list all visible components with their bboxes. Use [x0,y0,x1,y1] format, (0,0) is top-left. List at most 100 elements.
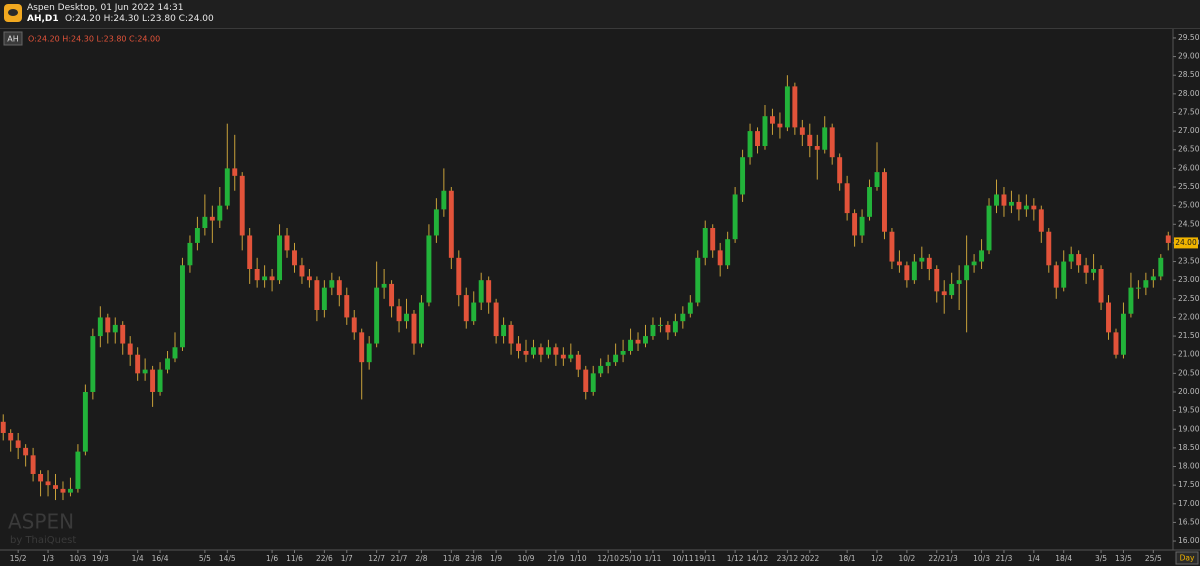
candle-body [889,231,895,262]
candle-body [687,302,693,314]
y-tick-label: 29.00 [1178,52,1200,61]
candle-body [911,261,917,281]
x-tick-label: 25/10 [620,554,642,563]
y-tick-label: 22.00 [1178,312,1200,321]
candle-body [299,265,305,277]
candle-body [1046,231,1052,266]
candle-body [560,354,566,359]
candle-body [67,488,73,493]
candle-body [217,205,223,221]
candle-body [516,343,522,351]
candle-body [314,280,320,310]
candle-body [194,228,200,243]
candle-body [1023,205,1029,210]
legend-ohlc: O:24.20 H:24.30 L:23.80 C:24.00 [28,35,160,44]
x-tick-label: 10/9 [518,554,535,563]
candle-body [1128,287,1134,314]
y-tick-label: 21.50 [1178,331,1200,340]
candle-body [418,302,424,344]
x-tick-label: 19/11 [694,554,716,563]
period-label: Day [1180,554,1195,563]
candle-body [486,280,492,303]
candle-body [1135,287,1141,289]
candle-body [501,324,507,337]
x-tick-label: 1/6 [266,554,278,563]
y-tick-label: 19.50 [1178,406,1200,415]
x-tick-label: 14/5 [219,554,236,563]
candle-body [269,276,275,281]
x-tick-label: 1/9 [490,554,502,563]
candle-body [224,168,230,206]
candle-body [187,242,193,266]
candle-body [799,127,805,135]
candle-body [15,440,21,448]
candle-body [926,257,932,270]
candle-body [284,235,290,251]
x-tick-label: 12/10 [597,554,619,563]
candle-body [710,228,716,251]
candle-body [994,194,999,206]
y-tick-label: 28.50 [1178,70,1200,79]
candle-body [120,324,126,344]
candle-body [904,265,910,281]
candle-body [822,127,828,150]
candle-body [762,116,768,147]
candle-body [568,354,574,359]
candle-body [1068,254,1074,262]
x-tick-label: 11/6 [286,554,303,563]
x-tick-label: 16/4 [152,554,169,563]
candle-body [135,354,141,374]
candle-body [277,235,283,281]
candle-body [583,369,589,392]
y-tick-label: 18.00 [1178,462,1200,471]
candle-body [777,123,783,128]
candle-body [1053,265,1059,288]
title-bar: Aspen Desktop, 01 Jun 2022 14:31 AH,D1 O… [0,0,1200,29]
candle-body [814,146,820,150]
candle-body [829,127,835,158]
x-tick-label: 23/12 [777,554,799,563]
candle-body [941,291,947,296]
candle-body [740,157,746,195]
candle-body [45,481,51,486]
x-tick-label: 1/10 [570,554,587,563]
period-box [1175,551,1199,565]
candle-body [620,350,626,355]
y-tick-label: 23.50 [1178,257,1200,266]
candle-body [657,324,663,326]
x-tick-label: 1/3 [42,554,54,563]
candle-body [0,421,6,433]
y-tick-label: 18.50 [1178,443,1200,452]
candle-body [1061,261,1067,288]
candle-body [232,168,238,176]
x-tick-label: 18/1 [839,554,856,563]
candle-body [344,295,350,318]
y-tick-label: 25.50 [1178,182,1200,191]
candle-body [747,131,753,158]
legend-symbol-box [3,31,23,46]
candle-body [643,336,648,344]
candle-body [508,324,514,344]
candle-body [247,235,253,270]
candle-body [1076,254,1082,266]
candle-body [127,343,133,355]
candle-body [478,280,484,303]
y-tick-label: 20.00 [1178,387,1200,396]
candle-body [53,485,58,489]
y-tick-label: 21.00 [1178,350,1200,359]
x-tick-label: 1/12 [727,554,744,563]
chart-background [0,29,1200,566]
x-tick-label: 23/8 [465,554,482,563]
candle-body [1150,276,1156,281]
watermark-sub: by ThaiQuest [10,535,76,546]
candle-body [471,302,477,322]
candle-body [979,250,985,262]
candle-body [157,369,163,392]
candle-body [374,287,380,344]
candle-body [784,86,790,128]
candle-body [142,369,148,374]
candle-body [381,283,387,288]
x-tick-label: 1/11 [645,554,662,563]
candle-body [1098,269,1104,303]
